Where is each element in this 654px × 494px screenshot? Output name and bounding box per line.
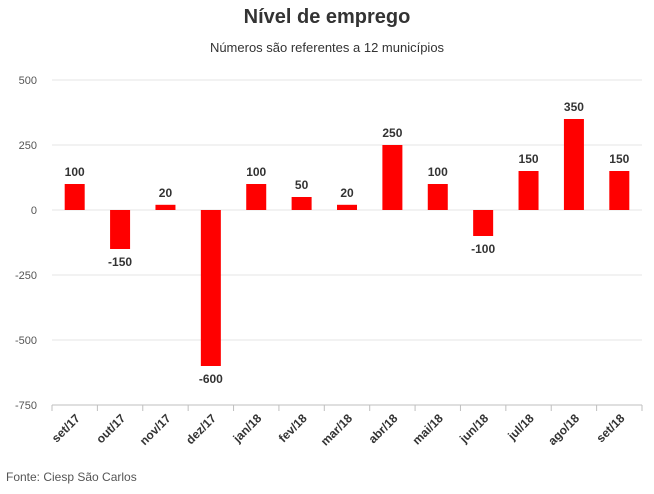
bar <box>563 119 584 210</box>
data-label: 150 <box>519 152 539 166</box>
gridlines <box>52 79 642 406</box>
bar <box>291 197 312 210</box>
bar <box>427 184 448 210</box>
data-labels: 100 -150 20 -600 100 50 20 250 100 -100 150 350 150 <box>65 100 630 386</box>
x-tick-label: fev/18 <box>276 411 310 445</box>
data-label: -600 <box>199 372 223 386</box>
bar <box>382 145 403 210</box>
bar <box>110 210 131 249</box>
bar <box>155 204 176 210</box>
bar <box>246 184 267 210</box>
x-tick-label: dez/17 <box>183 411 219 447</box>
bar <box>609 171 630 210</box>
y-tick-label: -500 <box>15 335 37 347</box>
data-label: -100 <box>471 242 495 256</box>
bar <box>473 210 494 236</box>
data-label: 250 <box>382 126 402 140</box>
y-tick-label: 0 <box>31 205 37 217</box>
y-tick-label: -750 <box>15 400 37 412</box>
x-tick-label: jun/18 <box>456 411 491 446</box>
x-tick-label: set/17 <box>49 411 83 445</box>
bar <box>200 210 221 366</box>
x-tick-label: mai/18 <box>410 411 447 448</box>
bar <box>64 184 85 210</box>
data-label: 100 <box>65 165 85 179</box>
source-note: Fonte: Ciesp São Carlos <box>6 470 137 484</box>
chart-subtitle: Números são referentes a 12 municípios <box>209 40 445 55</box>
x-tick-label: out/17 <box>93 411 128 446</box>
data-label: -150 <box>108 255 132 269</box>
data-label: 20 <box>340 186 354 200</box>
data-label: 20 <box>159 186 173 200</box>
bar <box>518 171 539 210</box>
data-label: 150 <box>609 152 629 166</box>
x-tick-label: set/18 <box>593 411 627 445</box>
y-tick-label: 500 <box>19 75 37 87</box>
y-tick-label: -250 <box>15 270 37 282</box>
data-label: 350 <box>564 100 584 114</box>
y-tick-label: 250 <box>19 140 37 152</box>
bars <box>64 119 630 366</box>
x-tick-label: jan/18 <box>230 411 265 446</box>
data-label: 100 <box>428 165 448 179</box>
data-label: 50 <box>295 178 309 192</box>
x-tick-label: nov/17 <box>137 411 174 448</box>
x-tick-label: abr/18 <box>366 411 401 446</box>
x-tick-label: mar/18 <box>318 411 355 448</box>
x-tick-label: ago/18 <box>545 411 582 448</box>
chart-title: Nível de emprego <box>243 6 411 28</box>
data-label: 100 <box>246 165 266 179</box>
x-tick-label: jul/18 <box>504 411 537 444</box>
bar <box>337 204 357 210</box>
